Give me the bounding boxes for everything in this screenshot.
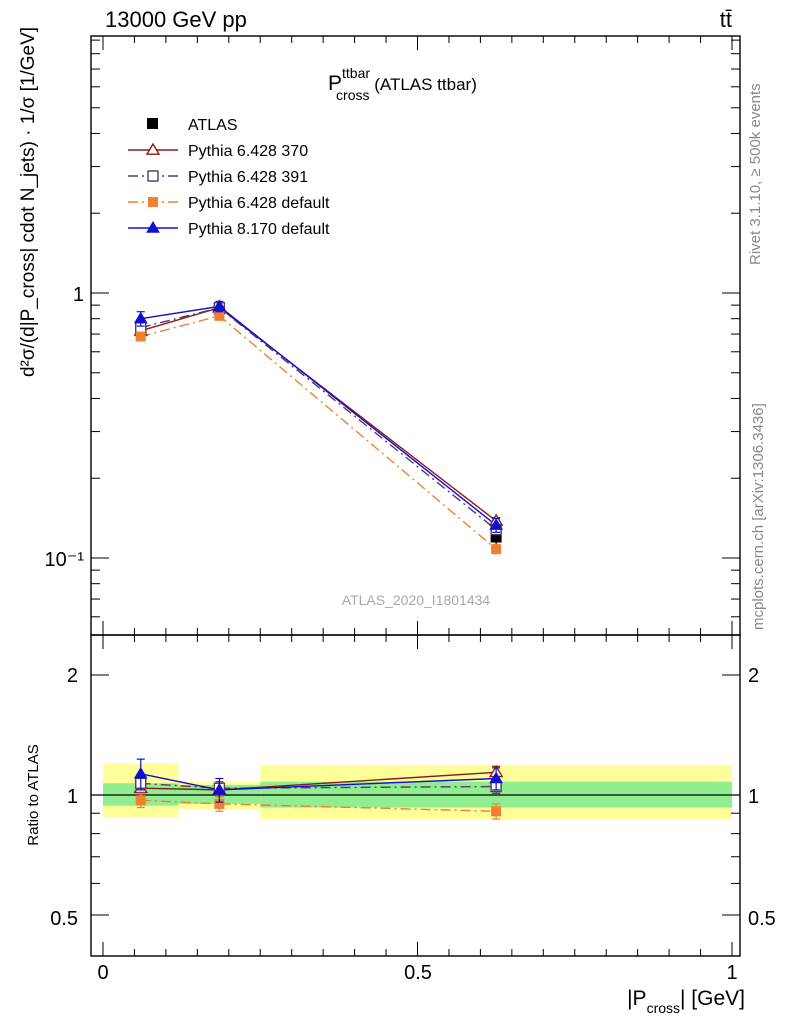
series-line — [140, 305, 497, 526]
main-y-tick-label-0: 10⁻¹ — [45, 549, 85, 571]
ratio-axis-ticks — [91, 635, 740, 956]
ratio-y-tick-1-right: 1 — [748, 786, 759, 808]
atlas-data-point — [490, 531, 502, 543]
main-axis-ticks — [91, 36, 740, 635]
main-series-lines — [140, 305, 497, 550]
main-panel: Pttbar cross (ATLAS ttbar) ATLAS Pythia 6.… — [18, 27, 741, 636]
legend-marker — [147, 170, 159, 182]
legend-marker — [145, 142, 161, 155]
ratio-panel: 2 1 0.5 2 1 0.5 Ratio to ATLAS 0 0.5 1 |… — [25, 634, 776, 1016]
ratio-marker — [489, 771, 503, 784]
plot-title: Pttbar cross (ATLAS ttbar) — [328, 65, 477, 103]
ratio-y-axis-label: Ratio to ATLAS — [25, 744, 42, 845]
series-line — [140, 315, 497, 550]
x-tick-label-1: 1 — [726, 962, 737, 984]
process-label: tt̄ — [720, 7, 732, 32]
x-tick-label-0: 0 — [97, 962, 108, 984]
main-y-axis-label: d²σ/(d|P_cross| cdot N_jets) · 1/σ [1/Ge… — [18, 27, 39, 377]
ratio-uncertainty-bands — [103, 763, 732, 820]
legend: ATLAS Pythia 6.428 370 Pythia 6.428 391 Pyt… — [128, 117, 330, 238]
ratio-marker — [133, 766, 148, 779]
legend-marker — [148, 197, 158, 207]
ratio-series-line — [140, 799, 497, 813]
ratio-series-line — [140, 782, 497, 789]
legend-marker — [146, 221, 160, 233]
series-line — [140, 306, 497, 522]
series-marker — [214, 310, 225, 321]
series-marker — [135, 331, 146, 342]
main-series-markers — [133, 299, 504, 555]
ratio-marker — [491, 806, 502, 817]
series-marker — [491, 544, 502, 555]
legend-label: Pythia 6.428 default — [188, 195, 330, 212]
ratio-y-tick-05: 0.5 — [50, 908, 78, 930]
legend-label: Pythia 6.428 391 — [188, 169, 308, 186]
ratio-marker — [212, 782, 227, 795]
series-line — [140, 306, 497, 531]
legend-atlas-label: ATLAS — [188, 117, 238, 134]
beam-label: 13000 GeV pp — [105, 7, 247, 32]
series-marker — [212, 299, 227, 312]
ratio-series-markers — [133, 758, 504, 820]
analysis-id-label: ATLAS_2020_I1801434 — [342, 592, 491, 608]
ratio-y-tick-2: 2 — [67, 665, 78, 687]
ratio-y-tick-2-right: 2 — [748, 665, 759, 687]
legend-atlas-marker — [147, 118, 158, 129]
legend-label: Pythia 6.428 370 — [188, 143, 308, 160]
ratio-y-tick-05-right: 0.5 — [748, 908, 776, 930]
mcplots-source-label: mcplots.cern.ch [arXiv:1306.3436] — [750, 403, 767, 630]
series-marker — [133, 311, 148, 324]
main-y-tick-label-1: 1 — [73, 284, 84, 306]
ratio-y-tick-1: 1 — [67, 786, 78, 808]
rivet-version-label: Rivet 3.1.10, ≥ 500k events — [747, 83, 764, 265]
series-marker — [489, 518, 503, 530]
legend-label: Pythia 8.170 default — [188, 221, 330, 238]
ratio-marker — [135, 795, 146, 806]
x-tick-label-05: 0.5 — [404, 962, 432, 984]
x-axis-label: |Pcross| [GeV] — [627, 987, 745, 1016]
